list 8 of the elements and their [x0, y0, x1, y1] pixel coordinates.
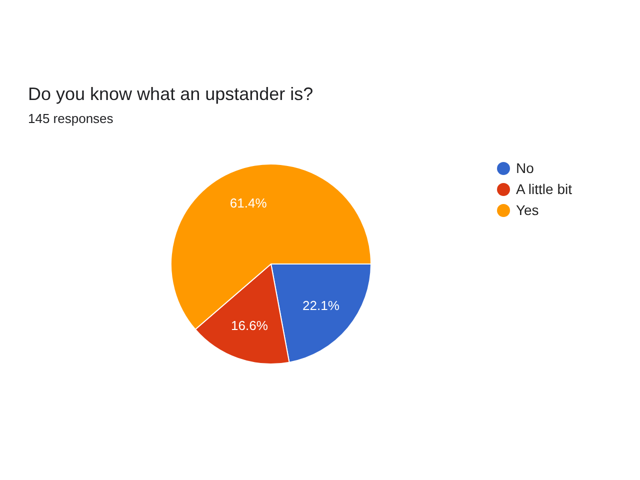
data-label: 22.1% — [302, 298, 340, 314]
data-label: 61.4% — [230, 196, 268, 211]
legend-label: Yes — [516, 201, 539, 220]
legend-label: No — [516, 159, 534, 178]
legend-label: A little bit — [516, 180, 572, 199]
chart-subtitle: 145 responses — [28, 111, 114, 126]
chart-title: Do you know what an upstander is? — [28, 84, 314, 105]
data-label: 16.6% — [231, 318, 268, 333]
